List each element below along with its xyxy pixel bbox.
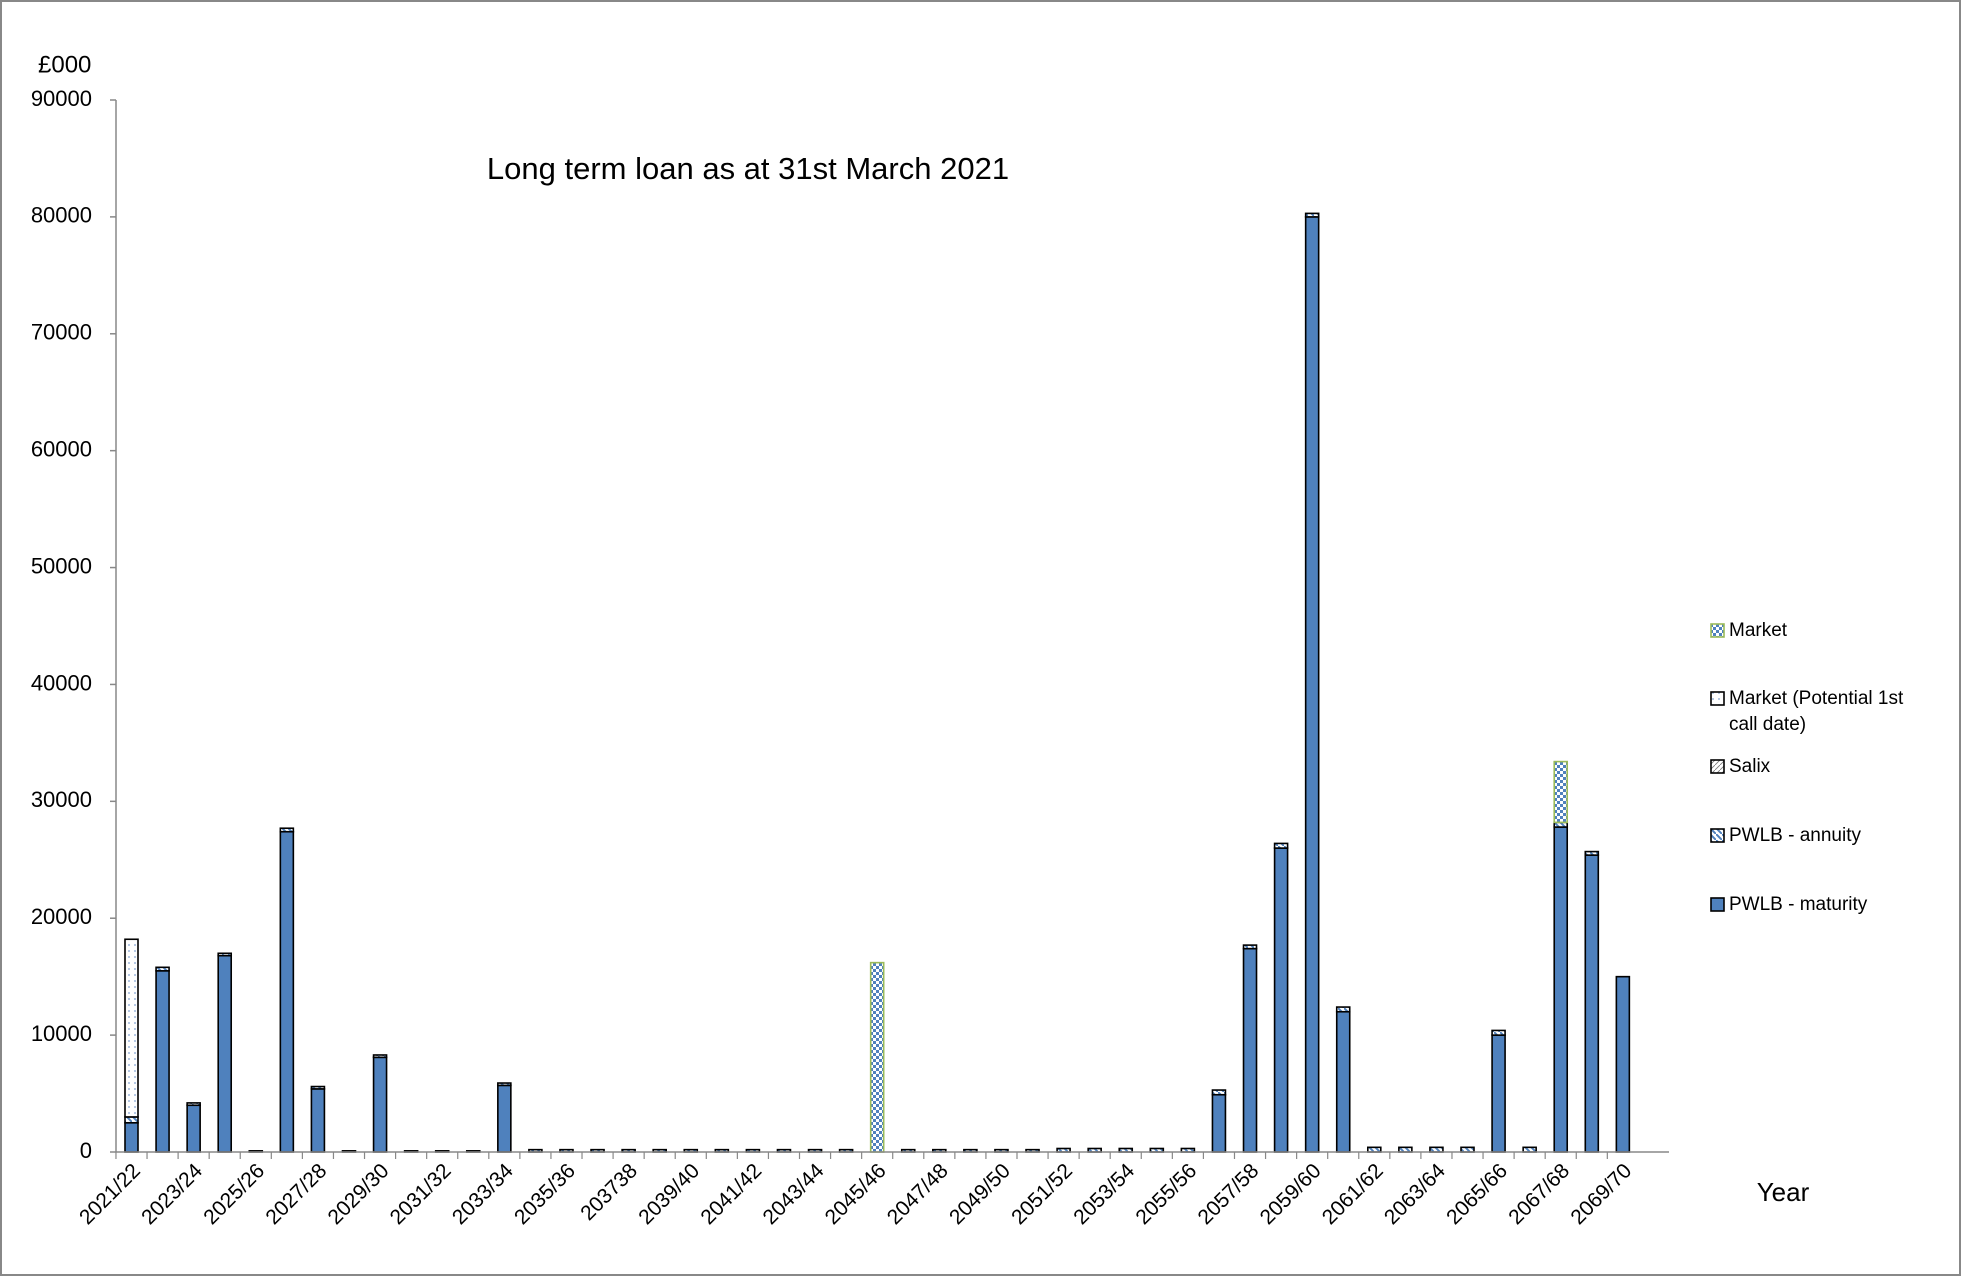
x-tick-label: 2041/42 — [696, 1159, 766, 1229]
x-tick-label: 2021/22 — [75, 1159, 145, 1229]
bar-segment — [155, 970, 170, 1153]
bar-segment — [1491, 1029, 1506, 1036]
bar-segment — [1304, 216, 1320, 1153]
bar-segment — [869, 961, 885, 1153]
x-tick-label: 2051/52 — [1007, 1159, 1077, 1229]
y-tick-label: 50000 — [31, 553, 92, 578]
bar-segment — [1584, 854, 1600, 1153]
legend-label: Salix — [1729, 756, 1771, 777]
x-tick-label: 2029/30 — [324, 1159, 394, 1229]
bar-segment — [279, 830, 295, 1153]
bar-segment — [1211, 1093, 1227, 1153]
y-tick-label: 70000 — [31, 320, 92, 345]
x-tick-label: 2025/26 — [199, 1159, 269, 1229]
bar-segment — [124, 938, 139, 1118]
y-tick-label: 10000 — [31, 1021, 92, 1046]
x-tick-label: 2043/44 — [759, 1159, 829, 1229]
bar-segment — [1615, 975, 1631, 1153]
bar-segment — [310, 1085, 326, 1090]
bar-segment — [1553, 760, 1569, 824]
legend-key — [1710, 759, 1725, 774]
x-tick-label: 2055/56 — [1131, 1159, 1201, 1229]
legend-label: Market — [1729, 620, 1788, 641]
x-tick-label: 2045/46 — [821, 1159, 891, 1229]
bar-segment — [1584, 850, 1600, 856]
bar-segment — [1242, 944, 1258, 950]
x-tick-label: 2031/32 — [386, 1159, 456, 1229]
legend-label: Market (Potential 1st call date) — [1729, 688, 1904, 735]
y-axis-label: £000 — [38, 51, 91, 78]
x-tick-label: 2059/60 — [1256, 1159, 1326, 1229]
x-tick-label: 2063/64 — [1380, 1159, 1450, 1229]
x-tick-label: 2061/62 — [1318, 1159, 1388, 1229]
x-tick-label: 2023/24 — [137, 1159, 207, 1229]
bar-segment — [1304, 212, 1320, 218]
bar-segment — [372, 1056, 388, 1153]
y-tick-label: 40000 — [31, 670, 92, 695]
x-tick-label: 2047/48 — [883, 1159, 953, 1229]
bar-segment — [279, 827, 295, 833]
bar-segment — [1553, 826, 1569, 1153]
y-tick-label: 60000 — [31, 436, 92, 461]
bar-segment — [155, 966, 170, 972]
legend-key — [1710, 897, 1725, 912]
y-tick-label: 80000 — [31, 203, 92, 228]
x-tick-label: 2033/34 — [448, 1159, 518, 1229]
bar-segment — [1273, 842, 1289, 849]
bar-segment — [1335, 1006, 1351, 1013]
y-tick-label: 30000 — [31, 787, 92, 812]
chart-title: Long term loan as at 31st March 2021 — [487, 151, 1009, 186]
bar-segment — [186, 1104, 201, 1153]
y-tick-label: 0 — [80, 1138, 92, 1163]
bar-segment — [1211, 1089, 1227, 1096]
bar-segment — [1273, 847, 1289, 1153]
x-tick-label: 2057/58 — [1194, 1159, 1264, 1229]
legend-key — [1710, 623, 1725, 638]
legend-key — [1710, 691, 1725, 706]
legend-label: PWLB - annuity — [1729, 825, 1861, 846]
bar-segment — [124, 1121, 139, 1153]
legend-label: PWLB - maturity — [1729, 894, 1868, 915]
bar-segment — [310, 1088, 326, 1153]
bar-segment — [497, 1084, 512, 1153]
bar-segment — [1491, 1034, 1506, 1153]
x-tick-label: 2069/70 — [1566, 1159, 1636, 1229]
bar-segment — [1242, 947, 1258, 1153]
x-tick-label: 2065/66 — [1442, 1159, 1512, 1229]
x-tick-label: 2035/36 — [510, 1159, 580, 1229]
y-tick-label: 20000 — [31, 904, 92, 929]
x-tick-label: 2067/68 — [1504, 1159, 1574, 1229]
bar-segment — [217, 952, 233, 957]
x-tick-label: 2053/54 — [1069, 1159, 1139, 1229]
x-tick-label: 2049/50 — [945, 1159, 1015, 1229]
bar-segment — [186, 1102, 201, 1107]
x-tick-label: 2027/28 — [261, 1159, 331, 1229]
bar-segment — [1335, 1010, 1351, 1153]
bar-segment — [217, 954, 233, 1153]
legend-key — [1710, 828, 1725, 843]
x-tick-label: 203738 — [576, 1159, 642, 1225]
y-tick-label: 90000 — [31, 86, 92, 111]
x-tick-label: 2039/40 — [634, 1159, 704, 1229]
bar-segment — [124, 1116, 139, 1124]
x-axis-label: Year — [1757, 1177, 1810, 1207]
bar-segment — [497, 1082, 512, 1087]
bar-segment — [372, 1054, 388, 1059]
